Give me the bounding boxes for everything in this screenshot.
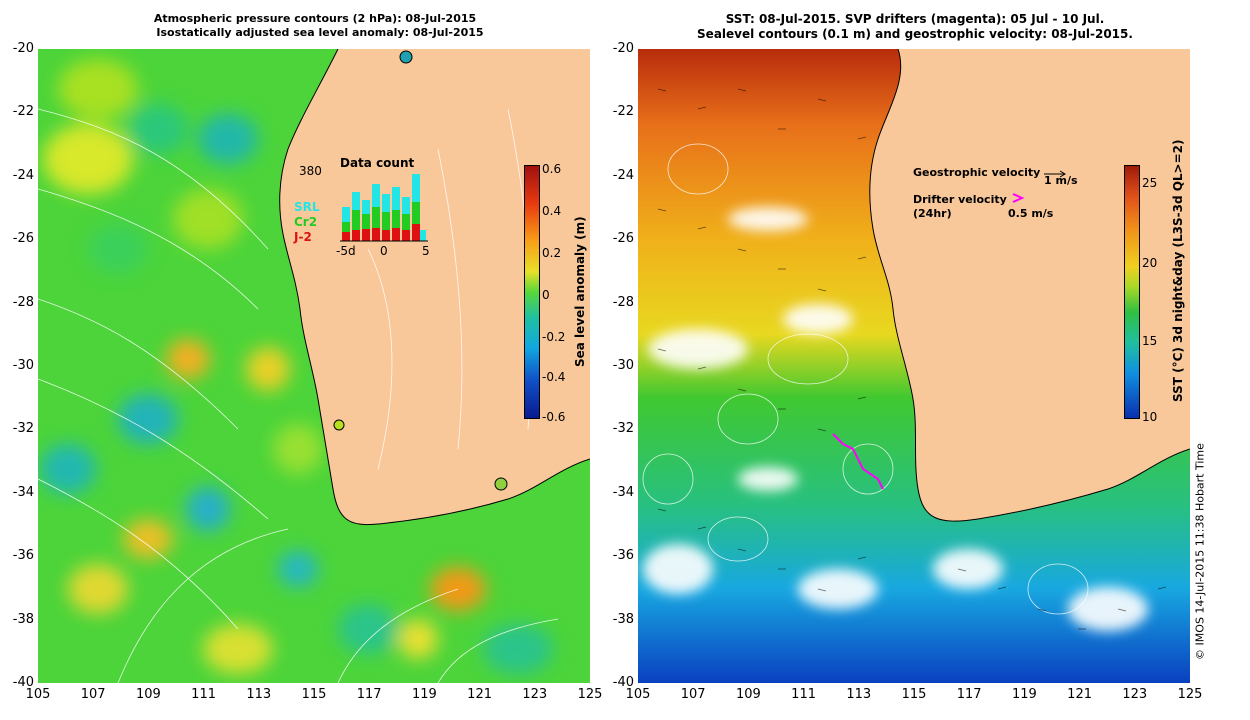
right-y-tick: -32 [612,421,634,437]
drifter-velocity-value: 0.5 m/s [1008,207,1054,220]
data-count-inset [340,172,430,244]
left-x-tick: 107 [80,687,106,702]
right-title-line2: Sealevel contours (0.1 m) and geostrophi… [697,27,1133,41]
sla-cbar-tick-0: 0.6 [542,162,562,176]
land-mass [279,49,590,525]
right-x-tick: 123 [1122,687,1148,702]
sla-cbar-tick-6: -0.6 [542,410,566,424]
velocity-arrows [657,88,1167,630]
left-y-tick: -30 [12,358,34,373]
cloud-mask [643,207,1148,631]
sla-cbar-label: Sea level anomaly (m) [573,216,587,367]
sla-field [40,59,553,674]
left-y-tick: -36 [12,548,34,564]
left-x-tick: 109 [135,687,161,702]
right-x-tick: 107 [680,687,706,702]
drifter-velocity-sub: (24hr) [913,207,952,220]
sealevel-contours [642,143,1089,615]
inset-xtick-1: 0 [380,244,388,258]
sst-cbar-tick-1: 20 [1142,256,1158,270]
right-y-tick: -26 [612,231,634,247]
right-x-tick: 117 [956,687,982,702]
right-x-tick: 115 [901,687,927,702]
sst-colorbar [1124,165,1140,419]
left-y-tick: -34 [12,484,34,500]
histogram-bars [342,174,426,241]
right-y-tick: -24 [612,167,634,183]
right-y-tick: -36 [612,548,634,564]
right-y-tick: -34 [612,484,634,500]
left-y-tick: -40 [12,675,34,690]
left-x-tick: 119 [411,687,437,702]
left-y-tick: -20 [12,41,34,56]
sla-cbar-tick-1: 0.4 [542,204,562,218]
right-y-tick: -22 [612,104,634,120]
left-y-tick: -26 [12,231,34,247]
left-x-tick: 113 [246,687,272,702]
right-x-tick: 105 [625,687,651,702]
coastline [279,49,590,526]
geo-velocity-arrow [1044,170,1066,178]
sla-map [38,49,590,683]
coastline-right [869,49,1190,522]
sst-map [638,49,1190,683]
inset-xtick-2: 5 [422,244,430,258]
inset-max: 380 [299,164,322,178]
left-x-tick: 123 [522,687,548,702]
land-mass-right [869,49,1190,522]
right-y-tick: -40 [612,675,634,690]
left-x-tick: 105 [25,687,51,702]
right-x-tick: 111 [791,687,816,702]
left-title-line2: Isostatically adjusted sea level anomaly… [156,26,484,39]
left-title-line1: Atmospheric pressure contours (2 hPa): 0… [153,12,477,25]
sla-colorbar [524,165,540,419]
right-x-tick: 113 [846,687,872,702]
inset-xtick-0: -5d [336,244,356,258]
left-x-tick: 117 [356,687,382,702]
right-y-tick: -20 [612,41,634,56]
right-x-tick: 119 [1011,687,1037,702]
right-x-tick: 109 [735,687,761,702]
left-y-tick: -22 [12,104,34,120]
right-y-tick: -38 [612,611,634,627]
left-y-tick: -38 [12,611,34,627]
left-x-tick: 121 [467,687,492,702]
left-y-tick: -32 [12,421,34,437]
right-x-tick: 125 [1177,687,1203,702]
left-x-tick: 111 [191,687,216,702]
left-x-tick: 115 [301,687,327,702]
inset-title: Data count [340,156,415,170]
right-title-line1: SST: 08-Jul-2015. SVP drifters (magenta)… [725,12,1105,26]
sst-cbar-label: SST (°C) 3d night&day (L3S-3d QL>=2) [1171,139,1185,403]
right-y-tick: -30 [612,358,634,373]
sla-cbar-tick-3: 0 [542,288,550,302]
geo-velocity-label: Geostrophic velocity [913,166,1041,179]
drifter-velocity-arrow [1012,193,1025,203]
left-y-tick: -24 [12,167,34,183]
sla-cbar-tick-5: -0.4 [542,370,566,384]
sst-cbar-tick-2: 15 [1142,334,1158,348]
right-y-tick: -28 [612,294,634,310]
sla-cbar-tick-4: -0.2 [542,330,566,344]
drifter-velocity-label: Drifter velocity [913,193,1007,206]
left-x-tick: 125 [577,687,603,702]
right-x-tick: 121 [1067,687,1092,702]
legend-j2: J-2 [294,230,312,244]
sst-cbar-tick-3: 10 [1142,410,1158,424]
geo-velocity-value: 1 m/s [1044,174,1078,187]
drifter-track [832,433,884,490]
sla-cbar-tick-2: 0.2 [542,246,562,260]
imos-credit: © IMOS 14-Jul-2015 11:38 Hobart Time [1193,443,1207,660]
sst-cbar-tick-0: 25 [1142,176,1158,190]
left-y-tick: -28 [12,294,34,310]
legend-srl: SRL [294,200,320,214]
legend-cr2: Cr2 [294,215,318,229]
